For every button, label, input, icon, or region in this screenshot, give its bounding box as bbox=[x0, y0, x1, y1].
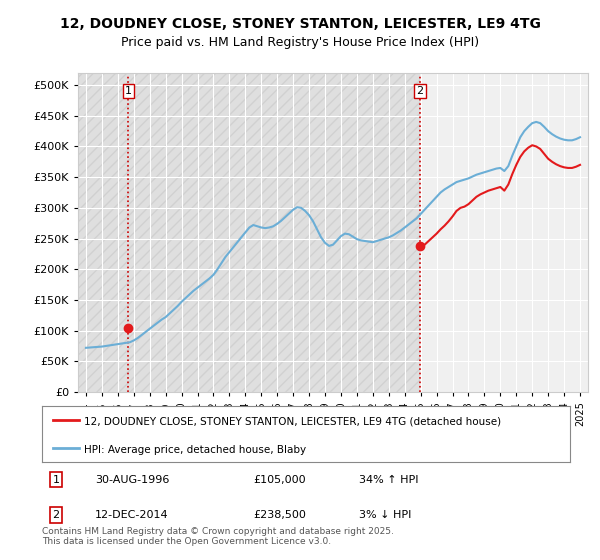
Text: £105,000: £105,000 bbox=[253, 474, 306, 484]
Text: 12, DOUDNEY CLOSE, STONEY STANTON, LEICESTER, LE9 4TG (detached house): 12, DOUDNEY CLOSE, STONEY STANTON, LEICE… bbox=[84, 417, 502, 427]
Text: 1: 1 bbox=[125, 86, 132, 96]
Text: 12, DOUDNEY CLOSE, STONEY STANTON, LEICESTER, LE9 4TG: 12, DOUDNEY CLOSE, STONEY STANTON, LEICE… bbox=[59, 17, 541, 31]
Text: 30-AUG-1996: 30-AUG-1996 bbox=[95, 474, 169, 484]
Text: 1: 1 bbox=[53, 474, 59, 484]
Text: 3% ↓ HPI: 3% ↓ HPI bbox=[359, 510, 411, 520]
Text: 2: 2 bbox=[416, 86, 424, 96]
Text: Price paid vs. HM Land Registry's House Price Index (HPI): Price paid vs. HM Land Registry's House … bbox=[121, 36, 479, 49]
Text: Contains HM Land Registry data © Crown copyright and database right 2025.
This d: Contains HM Land Registry data © Crown c… bbox=[42, 526, 394, 546]
Text: 34% ↑ HPI: 34% ↑ HPI bbox=[359, 474, 418, 484]
Text: £238,500: £238,500 bbox=[253, 510, 306, 520]
Text: HPI: Average price, detached house, Blaby: HPI: Average price, detached house, Blab… bbox=[84, 445, 307, 455]
Bar bbox=[78, 73, 128, 392]
Text: 12-DEC-2014: 12-DEC-2014 bbox=[95, 510, 169, 520]
Bar bbox=[128, 73, 420, 392]
Text: 2: 2 bbox=[53, 510, 59, 520]
